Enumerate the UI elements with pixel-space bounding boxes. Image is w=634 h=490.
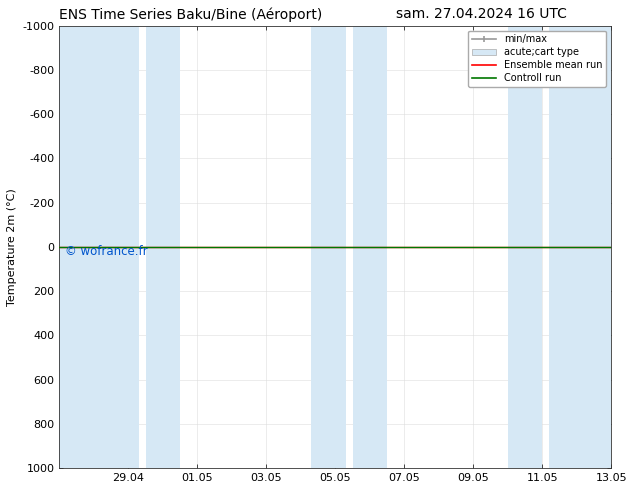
- Y-axis label: Temperature 2m (°C): Temperature 2m (°C): [7, 188, 17, 306]
- Text: © wofrance.fr: © wofrance.fr: [65, 245, 148, 258]
- Text: sam. 27.04.2024 16 UTC: sam. 27.04.2024 16 UTC: [396, 7, 567, 22]
- Bar: [146, 25, 180, 468]
- Bar: [60, 25, 139, 468]
- Bar: [353, 25, 387, 468]
- Legend: min/max, acute;cart type, Ensemble mean run, Controll run: min/max, acute;cart type, Ensemble mean …: [468, 30, 606, 87]
- Bar: [311, 25, 346, 468]
- Bar: [549, 25, 611, 468]
- Bar: [508, 25, 542, 468]
- Text: ENS Time Series Baku/Bine (Aéroport): ENS Time Series Baku/Bine (Aéroport): [58, 7, 322, 22]
